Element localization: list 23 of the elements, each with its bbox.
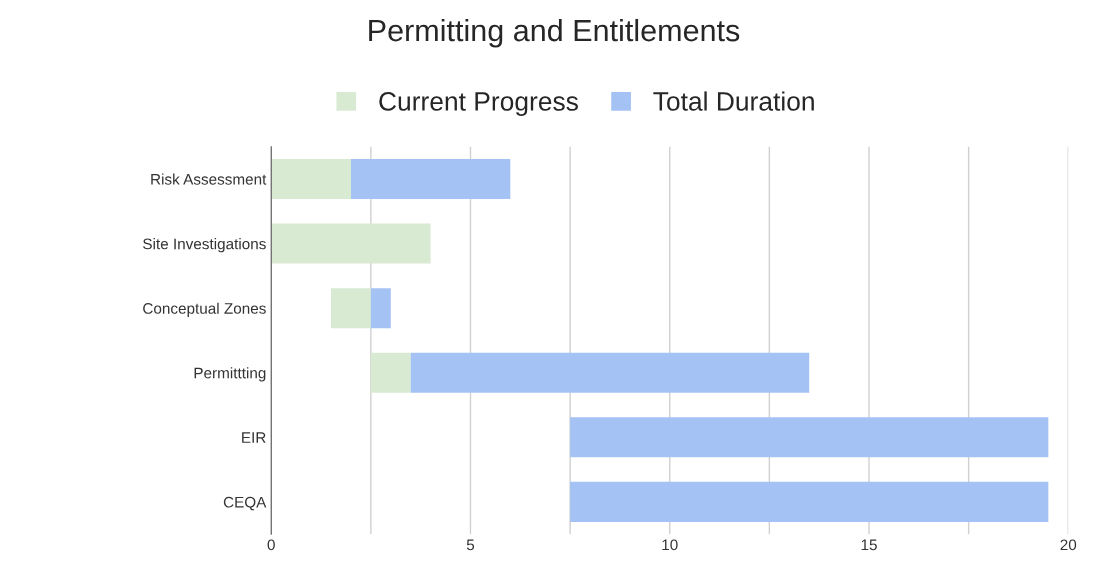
x-tick-label: 15 [861,539,877,551]
bar [271,223,431,264]
legend-label: Current Progress [379,92,578,116]
bar [370,288,391,329]
x-tick-label: 0 [267,539,275,551]
y-tick-label: Permittting [194,367,266,382]
bar [410,352,810,393]
y-tick-label: Site Investigations [143,238,266,253]
y-tick-label: EIR [242,432,266,443]
bar [350,159,511,200]
x-tick-label: 5 [466,539,475,551]
x-tick-label: 20 [1060,539,1077,551]
y-tick-label: CEQA [223,496,267,511]
bar [330,288,371,329]
bar [570,417,1049,458]
chart-title: Permitting and Entitlements [369,18,740,48]
legend-label: Total Duration [653,91,814,111]
y-tick-label: Conceptual Zones [143,302,266,317]
x-tick-label: 10 [662,539,678,551]
bar [570,481,1049,522]
bar [370,352,411,393]
bar [271,159,351,200]
y-tick-label: Risk Assessment [151,173,267,185]
